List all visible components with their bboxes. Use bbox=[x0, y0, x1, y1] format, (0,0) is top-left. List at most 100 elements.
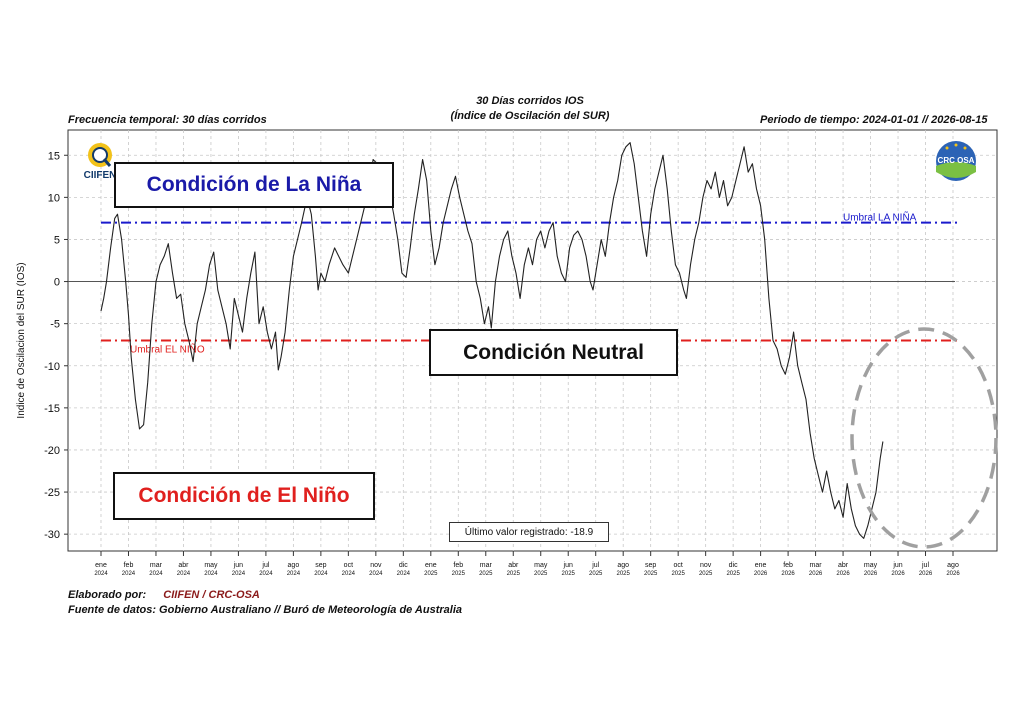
x-tick-month: may bbox=[534, 562, 548, 569]
y-tick-label: 10 bbox=[48, 192, 60, 204]
x-tick-year: 2026 bbox=[946, 571, 960, 577]
x-tick-year: 2025 bbox=[507, 571, 521, 577]
x-tick-year: 2024 bbox=[314, 571, 328, 577]
chart-title: 30 Días corridos IOS bbox=[476, 95, 584, 107]
x-tick-month: abr bbox=[178, 562, 189, 569]
x-tick-year: 2025 bbox=[699, 571, 713, 577]
y-tick-label: -30 bbox=[44, 529, 60, 541]
x-tick-year: 2025 bbox=[452, 571, 466, 577]
y-tick-label: -15 bbox=[44, 403, 60, 415]
x-tick-month: dic bbox=[399, 562, 408, 569]
x-tick-year: 2024 bbox=[204, 571, 218, 577]
x-tick-year: 2025 bbox=[671, 571, 685, 577]
plot-frame bbox=[67, 129, 998, 552]
x-tick-month: jun bbox=[233, 562, 243, 569]
x-tick-year: 2024 bbox=[232, 571, 246, 577]
series-line bbox=[100, 142, 884, 539]
x-tick-year: 2025 bbox=[534, 571, 548, 577]
x-tick-month: abr bbox=[838, 562, 849, 569]
x-tick-month: abr bbox=[508, 562, 519, 569]
y-tick-label: 5 bbox=[54, 234, 60, 246]
x-tick-year: 2024 bbox=[259, 571, 273, 577]
y-tick-label: -10 bbox=[44, 361, 60, 373]
elaborado-value: CIIFEN / CRC-OSA bbox=[163, 589, 260, 601]
frequency-label: Frecuencia temporal: 30 días corridos bbox=[68, 114, 267, 126]
el-nino-box: Condición de El Niño bbox=[113, 472, 375, 520]
ciifen-logo: CIIFEN bbox=[78, 141, 122, 183]
x-tick-month: jun bbox=[892, 562, 902, 569]
y-tick-label: -5 bbox=[50, 319, 60, 331]
x-tick-year: 2026 bbox=[919, 571, 933, 577]
y-tick-label: -25 bbox=[44, 487, 60, 499]
last-value-label: Último valor registrado: -18.9 bbox=[464, 526, 594, 538]
x-tick-year: 2025 bbox=[424, 571, 438, 577]
x-tick-month: ago bbox=[617, 562, 629, 569]
elaborado-prefix: Elaborado por: bbox=[68, 589, 147, 601]
y-tick-label: 15 bbox=[48, 150, 60, 162]
la-nina-box: Condición de La Niña bbox=[114, 162, 394, 208]
x-tick-year: 2024 bbox=[149, 571, 163, 577]
x-tick-year: 2026 bbox=[754, 571, 768, 577]
x-tick-month: mar bbox=[480, 562, 493, 569]
data-source: Fuente de datos: Gobierno Australiano //… bbox=[68, 604, 463, 616]
x-tick-month: oct bbox=[673, 562, 682, 569]
last-value-box: Último valor registrado: -18.9 bbox=[449, 522, 609, 542]
highlight-ellipse bbox=[850, 327, 998, 549]
y-tick-label: 0 bbox=[54, 277, 60, 289]
crc-osa-logo-icon bbox=[936, 141, 976, 181]
neutral-label: Condición Neutral bbox=[463, 340, 644, 364]
la-nina-label: Condición de La Niña bbox=[146, 173, 362, 196]
x-tick-year: 2026 bbox=[781, 571, 795, 577]
x-tick-month: nov bbox=[370, 562, 382, 569]
el-nino-threshold-label: Umbral EL NIÑO bbox=[130, 343, 205, 356]
x-tick-month: jul bbox=[261, 562, 269, 569]
x-tick-month: mar bbox=[810, 562, 823, 569]
el-nino-label: Condición de El Niño bbox=[138, 484, 350, 507]
x-tick-month: sep bbox=[645, 562, 656, 569]
x-tick-month: nov bbox=[700, 562, 712, 569]
x-tick-year: 2024 bbox=[177, 571, 191, 577]
ciifen-logo-text: CIIFEN bbox=[83, 170, 117, 181]
x-tick-year: 2026 bbox=[891, 571, 905, 577]
x-tick-year: 2025 bbox=[644, 571, 658, 577]
y-axis-label: Indice de Oscilacion del SUR (IOS) bbox=[16, 262, 27, 418]
x-tick-year: 2025 bbox=[726, 571, 740, 577]
elaborado-label: Elaborado por: CIIFEN / CRC-OSA bbox=[68, 589, 260, 601]
la-nina-threshold-label: Umbral LA NIÑA bbox=[843, 211, 917, 224]
neutral-box: Condición Neutral bbox=[429, 329, 678, 376]
x-tick-year: 2026 bbox=[836, 571, 850, 577]
x-tick-year: 2026 bbox=[809, 571, 823, 577]
period-label: Periodo de tiempo: 2024-01-01 // 2026-08… bbox=[760, 114, 988, 126]
x-tick-month: feb bbox=[783, 562, 793, 569]
x-tick-year: 2024 bbox=[369, 571, 383, 577]
x-tick-month: ene bbox=[755, 562, 767, 569]
x-tick-month: oct bbox=[344, 562, 353, 569]
x-tick-year: 2024 bbox=[287, 571, 301, 577]
x-tick-month: feb bbox=[124, 562, 134, 569]
crc-osa-logo-text: CRC OSA bbox=[937, 156, 975, 165]
x-tick-year: 2026 bbox=[864, 571, 878, 577]
x-tick-month: jul bbox=[921, 562, 929, 569]
x-tick-month: mar bbox=[150, 562, 163, 569]
x-tick-month: feb bbox=[453, 562, 463, 569]
x-tick-month: may bbox=[864, 562, 878, 569]
x-tick-year: 2024 bbox=[94, 571, 108, 577]
x-tick-year: 2024 bbox=[122, 571, 136, 577]
x-tick-month: ago bbox=[947, 562, 959, 569]
chart-subtitle: (Índice de Oscilación del SUR) bbox=[450, 110, 610, 122]
x-tick-year: 2025 bbox=[479, 571, 493, 577]
x-tick-year: 2025 bbox=[562, 571, 576, 577]
x-tick-month: dic bbox=[729, 562, 738, 569]
x-tick-month: ene bbox=[425, 562, 437, 569]
x-tick-year: 2025 bbox=[589, 571, 603, 577]
y-tick-label: -20 bbox=[44, 445, 60, 457]
x-tick-month: jun bbox=[563, 562, 573, 569]
x-tick-month: sep bbox=[315, 562, 326, 569]
x-tick-year: 2024 bbox=[342, 571, 356, 577]
x-tick-month: may bbox=[204, 562, 218, 569]
x-tick-month: jul bbox=[591, 562, 599, 569]
x-tick-month: ene bbox=[95, 562, 107, 569]
x-tick-month: ago bbox=[288, 562, 300, 569]
x-tick-year: 2024 bbox=[397, 571, 411, 577]
